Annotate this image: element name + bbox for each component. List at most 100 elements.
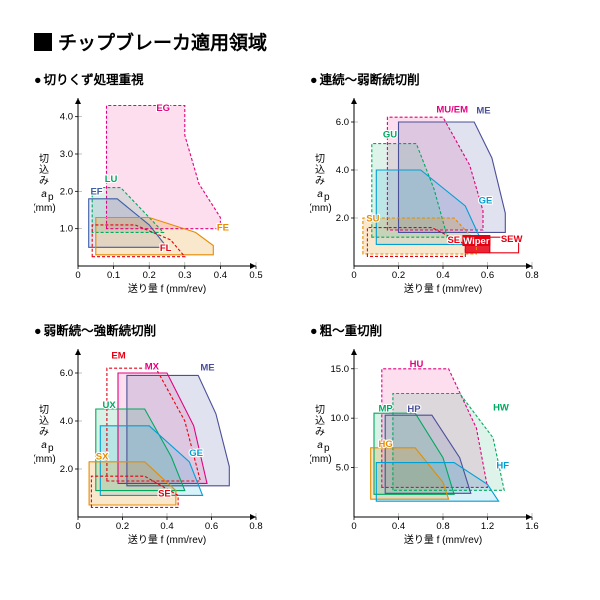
svg-text:SEW: SEW [501,234,523,245]
svg-text:込: 込 [315,164,325,176]
panel-2: 弱断続〜強断続切削 EM MX ME UX GE SX SE 0 0.2 0.4 0.6 0.8 2.0… [34,320,290,553]
panel-3-title: 粗〜重切削 [310,320,566,339]
svg-text:a: a [317,440,323,451]
svg-text:a: a [41,440,47,451]
svg-text:1.6: 1.6 [525,521,538,532]
svg-text:HP: HP [407,404,421,415]
svg-text:送り量 f (mm/rev): 送り量 f (mm/rev) [128,533,206,546]
svg-text:FL: FL [160,243,172,254]
svg-text:送り量 f (mm/rev): 送り量 f (mm/rev) [128,282,206,295]
svg-text:GE: GE [189,448,203,459]
svg-text:UX: UX [102,400,116,411]
main-title: チップブレーカ適用領域 [34,28,566,55]
svg-text:a: a [317,189,323,200]
svg-text:込: 込 [39,164,49,176]
svg-text:GE: GE [479,196,493,207]
svg-text:15.0: 15.0 [331,364,350,375]
svg-text:MU/EM: MU/EM [436,104,468,115]
svg-text:0.2: 0.2 [392,270,405,281]
chart-2: EM MX ME UX GE SX SE 0 0.2 0.4 0.6 0.8 2.0 4.0 6.0 送り量 … [34,343,274,553]
svg-text:み: み [315,176,325,187]
panel-1-title: 連続〜弱断続切削 [310,69,566,88]
svg-text:SX: SX [96,451,109,462]
svg-text:送り量 f (mm/rev): 送り量 f (mm/rev) [404,533,482,546]
svg-text:3.0: 3.0 [60,149,73,160]
svg-text:SU: SU [366,214,379,225]
svg-text:LU: LU [105,174,118,185]
chart-0: EGLUEFFEFL00.10.20.30.40.51.02.03.04.0送り… [34,92,274,302]
svg-text:0.3: 0.3 [178,270,191,281]
svg-text:10.0: 10.0 [331,413,350,424]
svg-text:Wiper: Wiper [463,236,490,247]
svg-text:(mm): (mm) [34,203,56,214]
svg-text:2.0: 2.0 [60,186,73,197]
svg-text:切: 切 [315,153,325,165]
svg-text:0.4: 0.4 [160,521,173,532]
svg-text:GU: GU [383,130,397,141]
svg-text:切: 切 [39,153,49,165]
svg-text:0.4: 0.4 [214,270,227,281]
svg-text:EM: EM [111,351,125,362]
svg-text:HW: HW [493,402,509,413]
svg-text:p: p [48,443,54,454]
svg-text:a: a [41,189,47,200]
svg-text:4.0: 4.0 [60,416,73,427]
svg-text:込: 込 [39,415,49,427]
svg-text:(mm): (mm) [310,454,332,465]
title-square-icon [34,33,52,51]
panel-3: 粗〜重切削 HU HW MP HP HG HF 0 0.4 0.8 1.2 1.6 5.0 10.0 15… [310,320,566,553]
svg-text:6.0: 6.0 [60,368,73,379]
svg-text:4.0: 4.0 [60,112,73,123]
svg-text:1.2: 1.2 [481,521,494,532]
svg-text:切: 切 [39,404,49,416]
chart-1: MU/EMMEGUGESUSEWiperSEW00.20.40.60.82.04… [310,92,550,302]
svg-text:0.6: 0.6 [481,270,494,281]
main-title-text: チップブレーカ適用領域 [58,28,267,55]
svg-text:4.0: 4.0 [336,165,349,176]
svg-text:0: 0 [351,270,356,281]
svg-text:送り量 f (mm/rev): 送り量 f (mm/rev) [404,282,482,295]
svg-text:2.0: 2.0 [60,464,73,475]
svg-text:HG: HG [378,439,392,450]
svg-text:0.6: 0.6 [205,521,218,532]
svg-text:0: 0 [351,521,356,532]
svg-text:EF: EF [90,186,102,197]
svg-text:HU: HU [410,359,424,370]
svg-text:0.5: 0.5 [249,270,262,281]
svg-text:0: 0 [75,521,80,532]
svg-text:SE: SE [158,489,171,500]
svg-text:0.8: 0.8 [525,270,538,281]
panel-1: 連続〜弱断続切削 MU/EMMEGUGESUSEWiperSEW00.20.40… [310,69,566,302]
svg-text:(mm): (mm) [34,454,56,465]
svg-text:MX: MX [145,361,160,372]
svg-text:0.2: 0.2 [116,521,129,532]
svg-text:0.8: 0.8 [249,521,262,532]
svg-text:p: p [324,192,330,203]
chart-grid: 切りくず処理重視 EGLUEFFEFL00.10.20.30.40.51.02.… [34,69,566,553]
svg-text:み: み [315,427,325,438]
svg-text:HF: HF [496,461,509,472]
svg-text:p: p [324,443,330,454]
svg-text:み: み [39,427,49,438]
svg-text:2.0: 2.0 [336,213,349,224]
svg-text:SE: SE [447,235,460,246]
svg-text:0.1: 0.1 [107,270,120,281]
svg-text:切: 切 [315,404,325,416]
svg-text:込: 込 [315,415,325,427]
svg-text:ME: ME [476,106,490,117]
svg-text:EG: EG [156,103,170,114]
svg-text:FE: FE [217,223,229,234]
svg-text:ME: ME [200,363,214,374]
chart-3: HU HW MP HP HG HF 0 0.4 0.8 1.2 1.6 5.0 10.0 15.0 送り量 … [310,343,550,553]
svg-text:6.0: 6.0 [336,117,349,128]
svg-text:0.8: 0.8 [436,521,449,532]
svg-text:み: み [39,176,49,187]
svg-text:MP: MP [378,403,393,414]
svg-text:0.4: 0.4 [392,521,405,532]
svg-text:0: 0 [75,270,80,281]
svg-text:1.0: 1.0 [60,224,73,235]
svg-text:5.0: 5.0 [336,463,349,474]
panel-0: 切りくず処理重視 EGLUEFFEFL00.10.20.30.40.51.02.… [34,69,290,302]
svg-text:(mm): (mm) [310,203,332,214]
panel-2-title: 弱断続〜強断続切削 [34,320,290,339]
